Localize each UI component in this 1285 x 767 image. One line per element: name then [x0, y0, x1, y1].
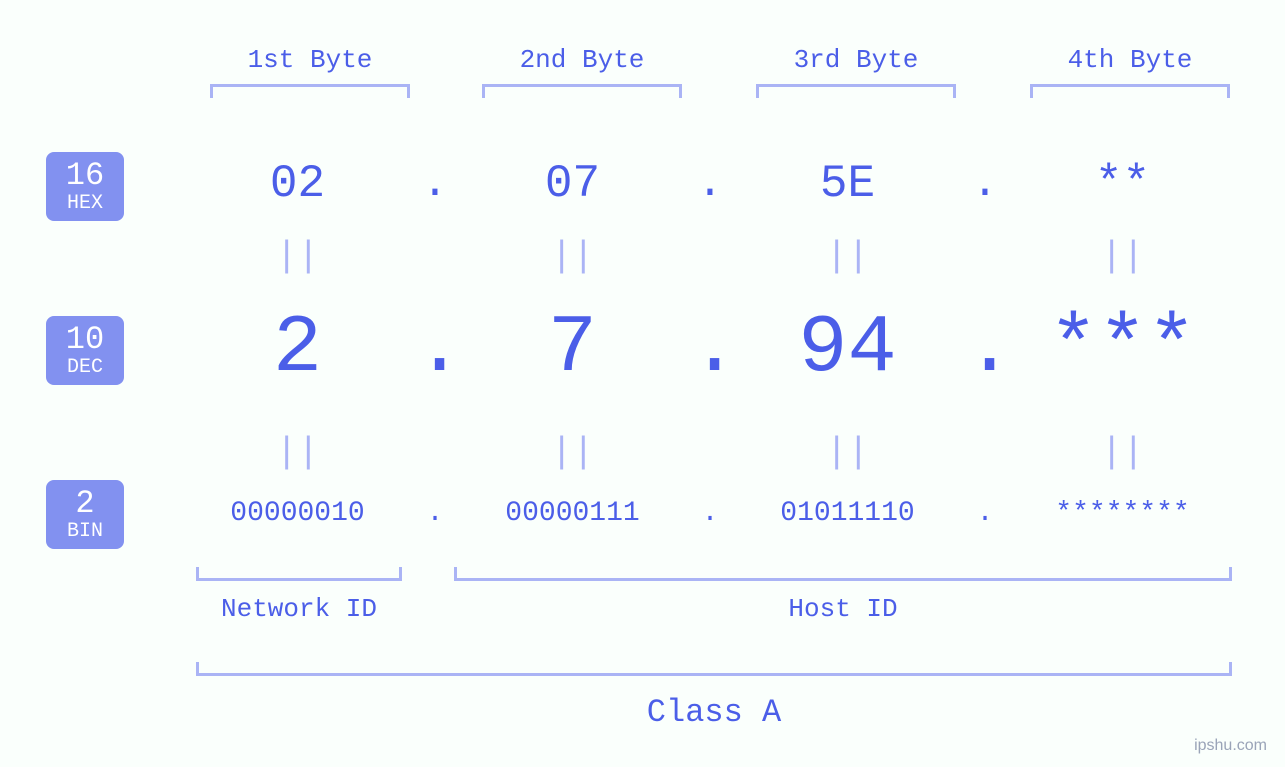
ip-diagram: { "colors": { "background": "#fafffc", "…: [0, 0, 1285, 767]
eq-2-1: ||: [180, 432, 415, 473]
badge-bin-abbr: BIN: [46, 520, 124, 543]
bin-byte-3: 01011110: [730, 498, 965, 529]
host-id-label: Host ID: [454, 594, 1232, 624]
eq-2-3: ||: [730, 432, 965, 473]
bin-dot-3: .: [965, 498, 1005, 529]
hex-byte-4: **: [1005, 158, 1240, 210]
badge-bin-num: 2: [46, 488, 124, 520]
top-bracket-1: [210, 84, 410, 98]
hex-byte-1: 02: [180, 158, 415, 210]
hex-byte-2: 07: [455, 158, 690, 210]
eq-1-1: ||: [180, 236, 415, 277]
eq-row-1: || || || ||: [180, 236, 1240, 277]
top-bracket-2: [482, 84, 682, 98]
eq-2-4: ||: [1005, 432, 1240, 473]
dec-row: 2 . 7 . 94 . ***: [180, 302, 1240, 395]
hex-dot-1: .: [415, 159, 455, 209]
top-bracket-3: [756, 84, 956, 98]
eq-2-2: ||: [455, 432, 690, 473]
network-id-label: Network ID: [196, 594, 402, 624]
eq-1-3: ||: [730, 236, 965, 277]
network-bracket: [196, 567, 402, 581]
hex-row: 02 . 07 . 5E . **: [180, 158, 1240, 210]
eq-1-2: ||: [455, 236, 690, 277]
byte-header-4: 4th Byte: [1030, 45, 1230, 75]
dec-byte-2: 7: [455, 302, 690, 395]
dec-dot-3: .: [965, 302, 1005, 395]
bin-dot-1: .: [415, 498, 455, 529]
eq-row-2: || || || ||: [180, 432, 1240, 473]
hex-dot-2: .: [690, 159, 730, 209]
dec-dot-2: .: [690, 302, 730, 395]
dec-byte-3: 94: [730, 302, 965, 395]
dec-byte-4: ***: [1005, 302, 1240, 395]
watermark: ipshu.com: [1194, 737, 1267, 755]
badge-hex-num: 16: [46, 160, 124, 192]
badge-hex-abbr: HEX: [46, 192, 124, 215]
bin-byte-4: ********: [1005, 498, 1240, 529]
byte-header-3: 3rd Byte: [756, 45, 956, 75]
hex-dot-3: .: [965, 159, 1005, 209]
host-bracket: [454, 567, 1232, 581]
dec-byte-1: 2: [180, 302, 415, 395]
eq-1-4: ||: [1005, 236, 1240, 277]
bin-byte-1: 00000010: [180, 498, 415, 529]
dec-dot-1: .: [415, 302, 455, 395]
badge-hex: 16 HEX: [46, 152, 124, 221]
badge-dec: 10 DEC: [46, 316, 124, 385]
hex-byte-3: 5E: [730, 158, 965, 210]
badge-dec-num: 10: [46, 324, 124, 356]
class-bracket: [196, 662, 1232, 676]
byte-header-2: 2nd Byte: [482, 45, 682, 75]
bin-dot-2: .: [690, 498, 730, 529]
bin-row: 00000010 . 00000111 . 01011110 . *******…: [180, 498, 1240, 529]
bin-byte-2: 00000111: [455, 498, 690, 529]
top-bracket-4: [1030, 84, 1230, 98]
class-label: Class A: [196, 694, 1232, 731]
badge-bin: 2 BIN: [46, 480, 124, 549]
badge-dec-abbr: DEC: [46, 356, 124, 379]
byte-header-1: 1st Byte: [210, 45, 410, 75]
